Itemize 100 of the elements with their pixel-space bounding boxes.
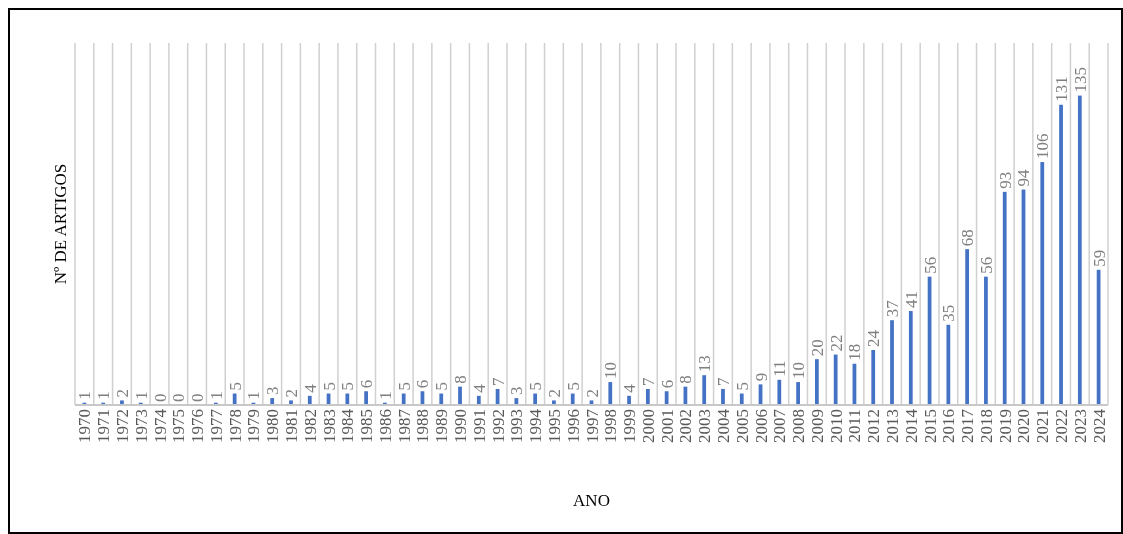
y-axis-title: Nº DE ARTIGOS — [51, 163, 70, 285]
data-label: 7 — [488, 376, 508, 386]
bar — [871, 350, 876, 405]
bar — [627, 395, 631, 405]
data-label: 6 — [657, 379, 677, 389]
x-tick-label: 2006 — [751, 409, 771, 443]
bar — [232, 393, 237, 405]
data-label: 56 — [920, 256, 940, 274]
x-tick-label: 2012 — [864, 409, 884, 443]
bar — [307, 395, 312, 405]
data-label: 4 — [469, 383, 489, 393]
bar — [364, 391, 368, 405]
bar — [476, 395, 481, 405]
bar — [608, 382, 613, 405]
bar — [120, 400, 124, 405]
data-label: 7 — [713, 376, 733, 386]
data-label: 1 — [131, 391, 151, 400]
data-label: 5 — [225, 382, 245, 391]
x-tick-label: 1987 — [394, 408, 414, 443]
bar — [514, 398, 519, 405]
bar — [984, 276, 988, 405]
x-tick-label: 1982 — [300, 409, 320, 443]
x-tick-label: 1985 — [357, 409, 377, 443]
data-label: 93 — [995, 171, 1015, 189]
data-label: 1 — [244, 391, 264, 400]
x-tick-label: 2005 — [732, 409, 752, 443]
x-tick-label: 1995 — [544, 409, 564, 443]
data-label: 5 — [526, 382, 546, 391]
x-tick-label: 2022 — [1052, 409, 1072, 443]
data-label: 5 — [319, 382, 339, 391]
x-tick-label: 2003 — [695, 409, 715, 443]
data-label: 1 — [94, 391, 114, 400]
bar — [270, 398, 275, 405]
data-label: 59 — [1089, 249, 1109, 267]
bar — [289, 400, 293, 405]
data-label: 94 — [1014, 169, 1034, 187]
bar — [721, 388, 725, 405]
bar — [345, 393, 350, 405]
data-label: 41 — [901, 291, 921, 309]
x-tick-label: 1999 — [620, 409, 640, 443]
data-label: 0 — [169, 393, 189, 402]
bar — [1040, 162, 1045, 405]
x-tick-label: 2004 — [713, 408, 733, 443]
bar — [458, 386, 462, 405]
x-tick-label: 1996 — [563, 409, 583, 443]
x-tick-label: 1990 — [451, 409, 471, 443]
data-label: 20 — [807, 339, 827, 357]
x-tick-label: 2021 — [1033, 409, 1053, 443]
x-tick-label: 1984 — [338, 408, 358, 443]
bar — [833, 354, 838, 405]
x-tick-label: 1980 — [263, 409, 283, 443]
x-tick-label: 2023 — [1070, 409, 1090, 443]
x-tick-label: 1989 — [432, 409, 452, 443]
x-tick-label: 1972 — [112, 409, 132, 443]
x-tick-label: 2007 — [770, 408, 790, 443]
bar — [946, 324, 951, 405]
data-label: 2 — [281, 388, 301, 398]
data-label: 0 — [150, 393, 170, 402]
x-tick-label: 1971 — [94, 409, 114, 443]
x-tick-label: 2014 — [901, 408, 921, 443]
x-tick-label: 2000 — [638, 409, 658, 443]
data-label: 6 — [413, 379, 433, 389]
x-tick-label: 1977 — [206, 408, 226, 443]
data-label: 3 — [507, 386, 527, 396]
data-label: 10 — [601, 362, 621, 380]
data-label: 0 — [188, 393, 208, 402]
data-label: 1 — [206, 391, 226, 400]
bar — [439, 393, 444, 405]
bar — [552, 400, 556, 405]
bar — [533, 393, 538, 405]
x-tick-label: 1974 — [150, 408, 170, 443]
x-tick-label: 2019 — [995, 409, 1015, 443]
x-tick-label: 1998 — [601, 409, 621, 443]
data-label: 2 — [544, 388, 564, 398]
data-label: 5 — [394, 382, 414, 391]
x-tick-label: 2010 — [826, 409, 846, 443]
bar — [777, 379, 782, 405]
data-label: 18 — [845, 343, 865, 361]
data-label: 1 — [375, 391, 395, 400]
x-tick-label: 2018 — [976, 409, 996, 443]
x-tick-label: 1986 — [375, 409, 395, 443]
x-tick-label: 1970 — [75, 409, 95, 443]
bar — [645, 388, 650, 405]
data-label: 4 — [300, 383, 320, 393]
data-label: 11 — [770, 360, 790, 377]
data-label: 5 — [563, 382, 583, 391]
data-label: 2 — [582, 388, 602, 398]
data-label: 106 — [1033, 133, 1053, 160]
bar — [570, 393, 575, 405]
bar — [908, 311, 913, 405]
data-label: 1 — [75, 391, 95, 400]
data-label: 10 — [789, 362, 809, 380]
data-label: 56 — [976, 256, 996, 274]
bar — [702, 375, 707, 405]
data-label: 9 — [751, 372, 771, 382]
data-label: 4 — [620, 383, 640, 393]
data-label: 37 — [883, 299, 903, 318]
x-tick-label: 1983 — [319, 409, 339, 443]
data-label: 5 — [732, 382, 752, 391]
x-tick-label: 2016 — [939, 409, 959, 443]
